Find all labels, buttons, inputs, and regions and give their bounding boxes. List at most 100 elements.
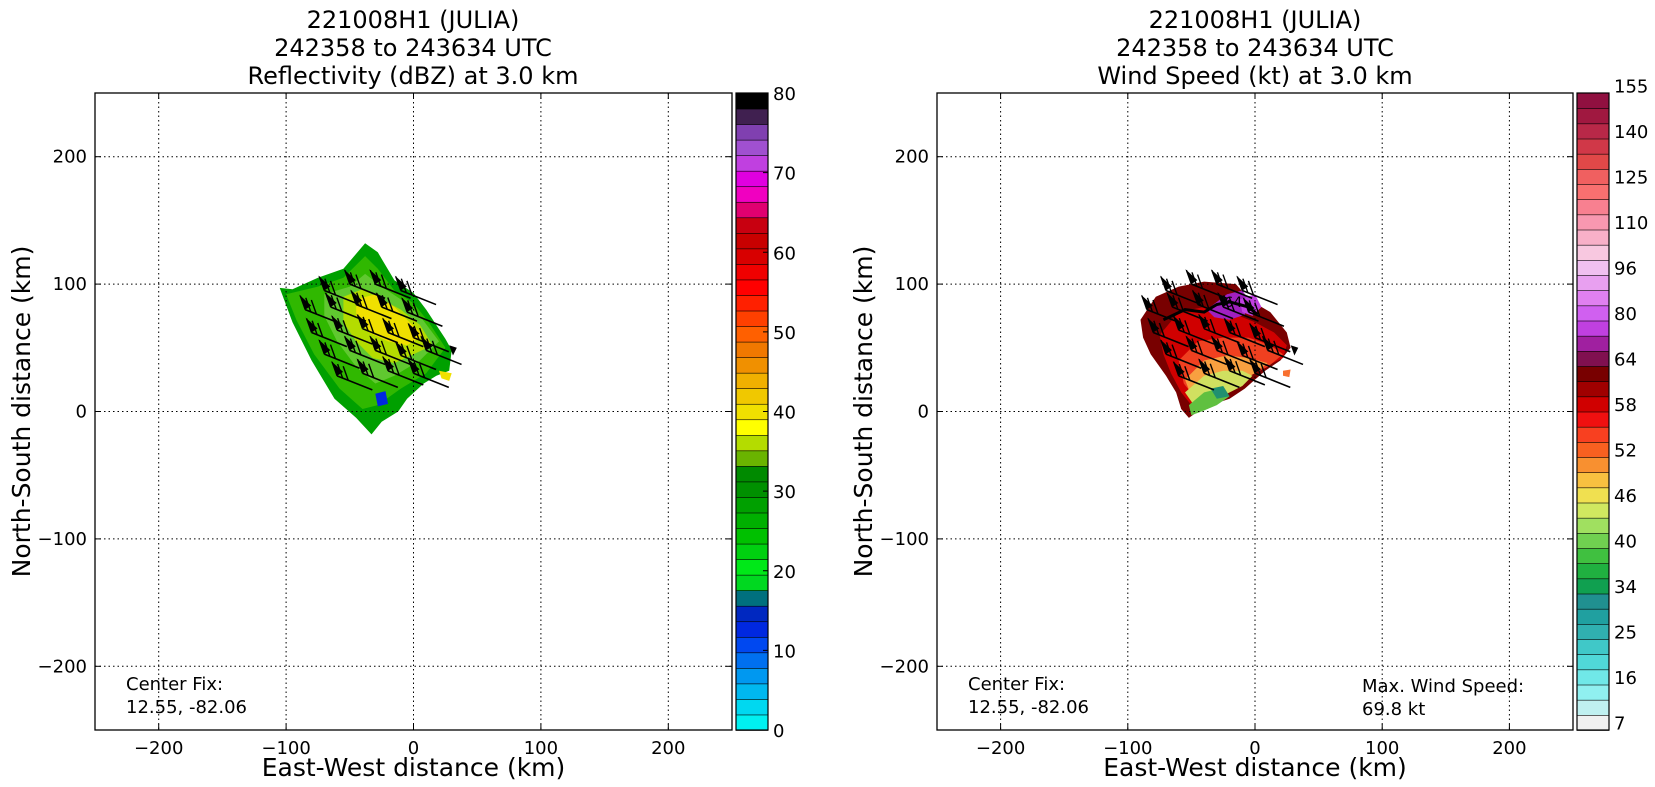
panel1-title-line3: Reflectivity (dBZ) at 3.0 km	[248, 62, 579, 90]
barb-tick	[361, 294, 368, 310]
colorbar-segment	[1576, 441, 1610, 458]
barb-tick	[355, 274, 362, 289]
max-wind-label: Max. Wind Speed:	[1362, 676, 1524, 697]
barb-flag	[369, 335, 382, 351]
barb-flag	[1140, 294, 1153, 310]
barb-staff	[413, 372, 450, 389]
barb-tick	[1196, 340, 1204, 356]
barb-tick	[412, 302, 419, 317]
colorbar-segment	[735, 496, 769, 514]
barb-flag	[1210, 335, 1223, 351]
y-tick-label: 100	[53, 274, 87, 295]
x-tick-label: 200	[1492, 738, 1526, 759]
barb-tick	[1209, 363, 1216, 378]
colorbar-segment	[735, 652, 769, 669]
barb-tick	[418, 363, 426, 378]
x-tick-label: 0	[1249, 738, 1260, 759]
colorbar-segment	[1576, 411, 1610, 428]
wind-barb	[356, 358, 399, 389]
wind-barb	[375, 292, 418, 322]
panel2-title-line1: 221008H1 (JULIA)	[1149, 6, 1362, 34]
barb-tick	[431, 340, 439, 356]
wind-barb	[1210, 335, 1253, 366]
colorbar-segment	[735, 543, 769, 560]
barb-flag	[407, 322, 420, 338]
barb-flag	[1210, 269, 1223, 285]
colorbar-segment	[1576, 123, 1610, 140]
y-axis-label: North-South distance (km)	[849, 246, 878, 578]
colorbar-segment	[735, 123, 769, 141]
colorbar-tick-label: 64	[1614, 349, 1637, 370]
wind-barb	[305, 317, 348, 348]
wind-barb	[1159, 339, 1202, 370]
barb-tick	[1171, 280, 1178, 296]
barb-staff	[1178, 329, 1215, 345]
colorbar-segment	[735, 263, 769, 281]
y-tick-label: −200	[38, 656, 87, 677]
barb-staff	[349, 349, 386, 366]
y-tick-label: −100	[880, 529, 929, 550]
colorbar-segment	[735, 481, 769, 498]
barb-tick	[1247, 280, 1255, 296]
barb-flag	[1242, 297, 1255, 313]
x-tick-label: 0	[408, 738, 419, 759]
barb-flag	[1198, 313, 1211, 329]
field-patch	[375, 391, 388, 407]
colorbar-segment	[1576, 153, 1610, 170]
barb-staff	[362, 327, 399, 344]
barb-tick	[1235, 360, 1242, 376]
barb-tick	[329, 344, 337, 359]
colorbar-tick-label: 20	[773, 562, 796, 583]
panel2-center-fix-value: 12.55, -82.06	[968, 697, 1089, 718]
barb-flag	[1223, 355, 1236, 371]
colorbar-segment	[1576, 547, 1610, 564]
wind-barb	[356, 313, 399, 344]
colorbar-segment	[1576, 532, 1610, 549]
colorbar-segment	[735, 92, 769, 110]
barb-tick	[387, 297, 394, 312]
colorbar-segment	[1576, 259, 1610, 276]
barb-flag	[1191, 289, 1204, 305]
barb-flag	[1217, 292, 1230, 308]
colorbar-tick-label: 10	[773, 641, 796, 662]
barb-staff	[425, 349, 462, 366]
barb-staff	[324, 289, 360, 306]
barb-tick	[1222, 340, 1229, 356]
wind-barb	[420, 335, 462, 366]
colorbar-segment	[1576, 456, 1610, 473]
wind-speed-colorbar: 7 16 25 34 40 46 52 58 64 80 96 110 125 140 155	[1576, 76, 1648, 734]
colorbar-tick-label: 25	[1614, 622, 1637, 643]
colorbar-segment	[735, 465, 769, 483]
barb-tick	[1196, 274, 1204, 289]
colorbar-tick-label: 7	[1614, 713, 1625, 734]
wind-barb	[1249, 358, 1291, 389]
field-patch	[1210, 386, 1230, 399]
wind-barb	[343, 269, 386, 299]
barb-flag	[1166, 292, 1179, 308]
storm-field	[279, 243, 452, 435]
colorbar-segment	[1576, 396, 1610, 413]
colorbar-segment	[1576, 608, 1610, 625]
wind-barb	[382, 317, 424, 348]
barb-tick	[406, 280, 413, 296]
barb-tick	[393, 360, 400, 376]
y-tick-label: 0	[918, 402, 929, 423]
colorbar-tick-label: 70	[773, 164, 796, 185]
colorbar-segment	[1576, 244, 1610, 261]
colorbar-segment	[1576, 305, 1610, 322]
colorbar-segment	[735, 589, 769, 607]
panel1-title-line1: 221008H1 (JULIA)	[307, 6, 520, 34]
colorbar-segment	[1576, 653, 1610, 671]
barb-flag	[369, 269, 382, 285]
barb-tick	[1228, 297, 1236, 312]
barb-flag	[401, 297, 414, 313]
barb-staff	[400, 354, 437, 371]
barb-staff	[1203, 327, 1240, 344]
colorbar-segment	[1576, 350, 1610, 367]
colorbar-segment	[735, 248, 769, 265]
barb-flag	[1223, 317, 1236, 333]
barb-staff	[400, 289, 437, 306]
barb-pennant	[1290, 345, 1299, 356]
y-tick-label: −100	[38, 529, 87, 550]
